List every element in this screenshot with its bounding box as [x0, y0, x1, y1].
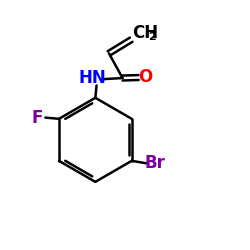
Text: CH: CH — [132, 24, 158, 42]
Text: HN: HN — [79, 69, 107, 87]
Text: 2: 2 — [148, 32, 156, 42]
Text: Br: Br — [145, 154, 166, 172]
Text: F: F — [32, 108, 43, 126]
Text: O: O — [138, 68, 153, 86]
